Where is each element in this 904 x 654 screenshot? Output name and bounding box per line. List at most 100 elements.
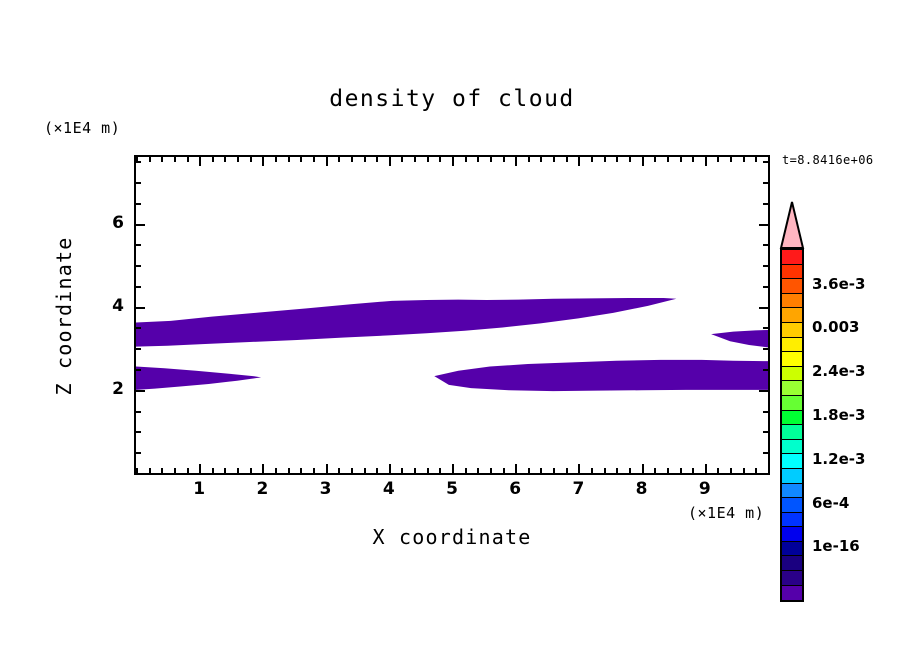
colorbar-band[interactable]: [782, 322, 802, 338]
y-minor-tick: [136, 202, 141, 205]
colorbar-band[interactable]: [782, 585, 802, 601]
x-minor-tick-top: [717, 157, 720, 162]
x-major-tick-top: [515, 157, 518, 166]
x-minor-tick: [730, 468, 733, 473]
x-minor-tick: [338, 468, 341, 473]
x-tick-label: 1: [193, 479, 206, 499]
x-major-tick: [388, 464, 391, 473]
x-minor-tick-top: [312, 157, 315, 162]
x-tick-label: 4: [382, 479, 395, 499]
x-minor-tick: [616, 468, 619, 473]
x-major-tick: [515, 464, 518, 473]
x-minor-tick: [527, 468, 530, 473]
x-minor-tick-top: [603, 157, 606, 162]
y-minor-tick: [136, 285, 141, 288]
y-minor-tick: [136, 161, 141, 164]
colorbar-band[interactable]: [782, 439, 802, 455]
colorbar-band[interactable]: [782, 468, 802, 484]
y-minor-tick: [136, 369, 141, 372]
x-tick-label: 8: [635, 479, 648, 499]
x-major-tick-top: [199, 157, 202, 166]
y-minor-tick: [136, 452, 141, 455]
x-minor-tick-top: [527, 157, 530, 162]
x-minor-tick: [148, 468, 151, 473]
colorbar-label: 1e-16: [812, 537, 860, 556]
colorbar-band[interactable]: [782, 264, 802, 280]
y-minor-tick-right: [763, 431, 768, 434]
y-minor-tick-right: [763, 265, 768, 268]
x-minor-tick-top: [768, 157, 770, 162]
colorbar-band[interactable]: [782, 250, 802, 265]
x-minor-tick-top: [666, 157, 669, 162]
y-major-tick: [136, 223, 145, 226]
y-minor-tick-right: [763, 244, 768, 247]
x-minor-tick: [666, 468, 669, 473]
colorbar-band[interactable]: [782, 381, 802, 396]
x-minor-tick: [300, 468, 303, 473]
x-minor-tick-top: [464, 157, 467, 162]
colorbar-band[interactable]: [782, 571, 802, 586]
y-minor-tick-right: [763, 410, 768, 413]
y-minor-tick: [136, 473, 141, 475]
x-minor-tick-top: [401, 157, 404, 162]
y-major-tick-right: [759, 223, 768, 226]
colorbar-band[interactable]: [782, 337, 802, 353]
x-major-tick: [704, 464, 707, 473]
x-minor-tick: [489, 468, 492, 473]
y-minor-tick: [136, 327, 141, 330]
colorbar-band[interactable]: [782, 279, 802, 294]
colorbar-band[interactable]: [782, 410, 802, 426]
colorbar-band[interactable]: [782, 527, 802, 542]
x-tick-label: 2: [256, 479, 269, 499]
y-minor-tick: [136, 265, 141, 268]
x-minor-tick-top: [161, 157, 164, 162]
x-major-tick-top: [325, 157, 328, 166]
colorbar-band[interactable]: [782, 512, 802, 528]
x-minor-tick-top: [186, 157, 189, 162]
x-minor-tick: [603, 468, 606, 473]
colorbar-label: 2.4e-3: [812, 362, 866, 381]
x-tick-label: 3: [319, 479, 332, 499]
x-minor-tick: [426, 468, 429, 473]
contour-region: [711, 329, 768, 348]
colorbar-band[interactable]: [782, 483, 802, 499]
x-minor-tick-top: [502, 157, 505, 162]
x-minor-tick: [249, 468, 252, 473]
colorbar-arrow-icon: [779, 201, 805, 249]
colorbar-band[interactable]: [782, 366, 802, 382]
x-minor-tick-top: [565, 157, 568, 162]
x-minor-tick-top: [477, 157, 480, 162]
x-minor-tick: [742, 468, 745, 473]
colorbar-label: 1.2e-3: [812, 449, 866, 468]
x-minor-tick: [350, 468, 353, 473]
colorbar-band[interactable]: [782, 395, 802, 411]
y-major-tick-right: [759, 306, 768, 309]
plot-area[interactable]: [134, 155, 770, 475]
contour-region: [136, 366, 262, 390]
colorbar-band[interactable]: [782, 541, 802, 557]
colorbar-band[interactable]: [782, 498, 802, 513]
x-minor-tick: [628, 468, 631, 473]
colorbar-bands[interactable]: [780, 248, 804, 603]
y-tick-label: 6: [112, 212, 124, 233]
colorbar[interactable]: [778, 200, 806, 603]
x-minor-tick-top: [439, 157, 442, 162]
colorbar-band[interactable]: [782, 293, 802, 309]
colorbar-label: 3.6e-3: [812, 274, 866, 293]
x-minor-tick-top: [553, 157, 556, 162]
colorbar-band[interactable]: [782, 454, 802, 469]
colorbar-band[interactable]: [782, 308, 802, 323]
x-tick-label: 6: [509, 479, 522, 499]
colorbar-band[interactable]: [782, 556, 802, 572]
x-tick-label: 7: [572, 479, 585, 499]
x-minor-tick: [654, 468, 657, 473]
x-tick-label: 9: [698, 479, 711, 499]
colorbar-band[interactable]: [782, 352, 802, 367]
x-minor-tick: [553, 468, 556, 473]
x-minor-tick: [376, 468, 379, 473]
x-minor-tick-top: [275, 157, 278, 162]
x-minor-tick-top: [237, 157, 240, 162]
y-tick-label: 4: [112, 295, 124, 316]
x-major-tick: [199, 464, 202, 473]
colorbar-band[interactable]: [782, 425, 802, 440]
